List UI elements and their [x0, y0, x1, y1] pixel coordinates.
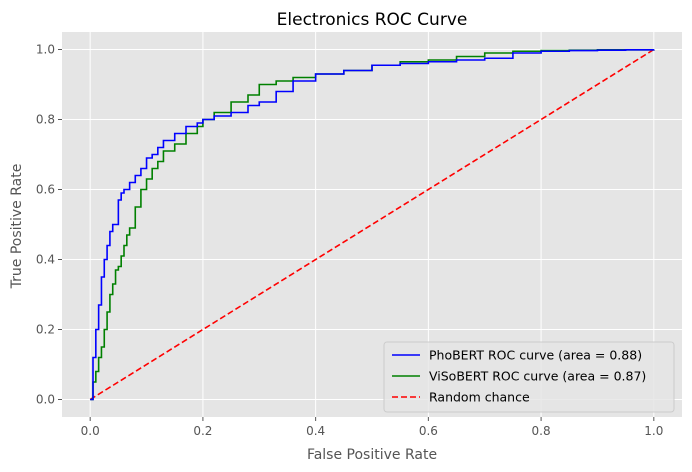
grid-lines: [62, 32, 682, 417]
y-tick-label: 0.8: [36, 113, 55, 127]
legend-box: [383, 341, 675, 413]
x-axis-label: False Positive Rate: [307, 447, 437, 463]
x-tick-label: 0.2: [193, 424, 212, 438]
chart-title: Electronics ROC Curve: [277, 10, 468, 30]
series-line-2: [89, 48, 655, 401]
y-axis-ticks: 0.0 0.2 0.4 0.6 0.8 1.0: [36, 43, 62, 407]
series-layer: [89, 48, 655, 401]
y-tick-label: 0.2: [36, 323, 55, 337]
x-tick-label: 0.6: [419, 424, 438, 438]
legend-label-0: PhoBERT ROC curve (area = 0.88): [429, 348, 642, 363]
y-tick-label: 0.4: [36, 253, 55, 267]
legend-label-1: ViSoBERT ROC curve (area = 0.87): [429, 369, 646, 384]
x-axis-ticks: 0.0 0.2 0.4 0.6 0.8 1.0: [81, 417, 663, 438]
x-tick-label: 0.8: [532, 424, 551, 438]
series-line-0: [90, 49, 655, 401]
x-tick-label: 1.0: [644, 424, 663, 438]
series-line-1: [90, 49, 655, 401]
legend: PhoBERT ROC curve (area = 0.88) ViSoBERT …: [383, 341, 675, 413]
y-axis-label: True Positive Rate: [9, 164, 25, 290]
legend-label-2: Random chance: [429, 390, 530, 405]
y-tick-label: 0.6: [36, 183, 55, 197]
x-tick-label: 0.4: [306, 424, 325, 438]
x-tick-label: 0.0: [81, 424, 100, 438]
y-tick-label: 0.0: [36, 393, 55, 407]
y-tick-label: 1.0: [36, 43, 55, 57]
